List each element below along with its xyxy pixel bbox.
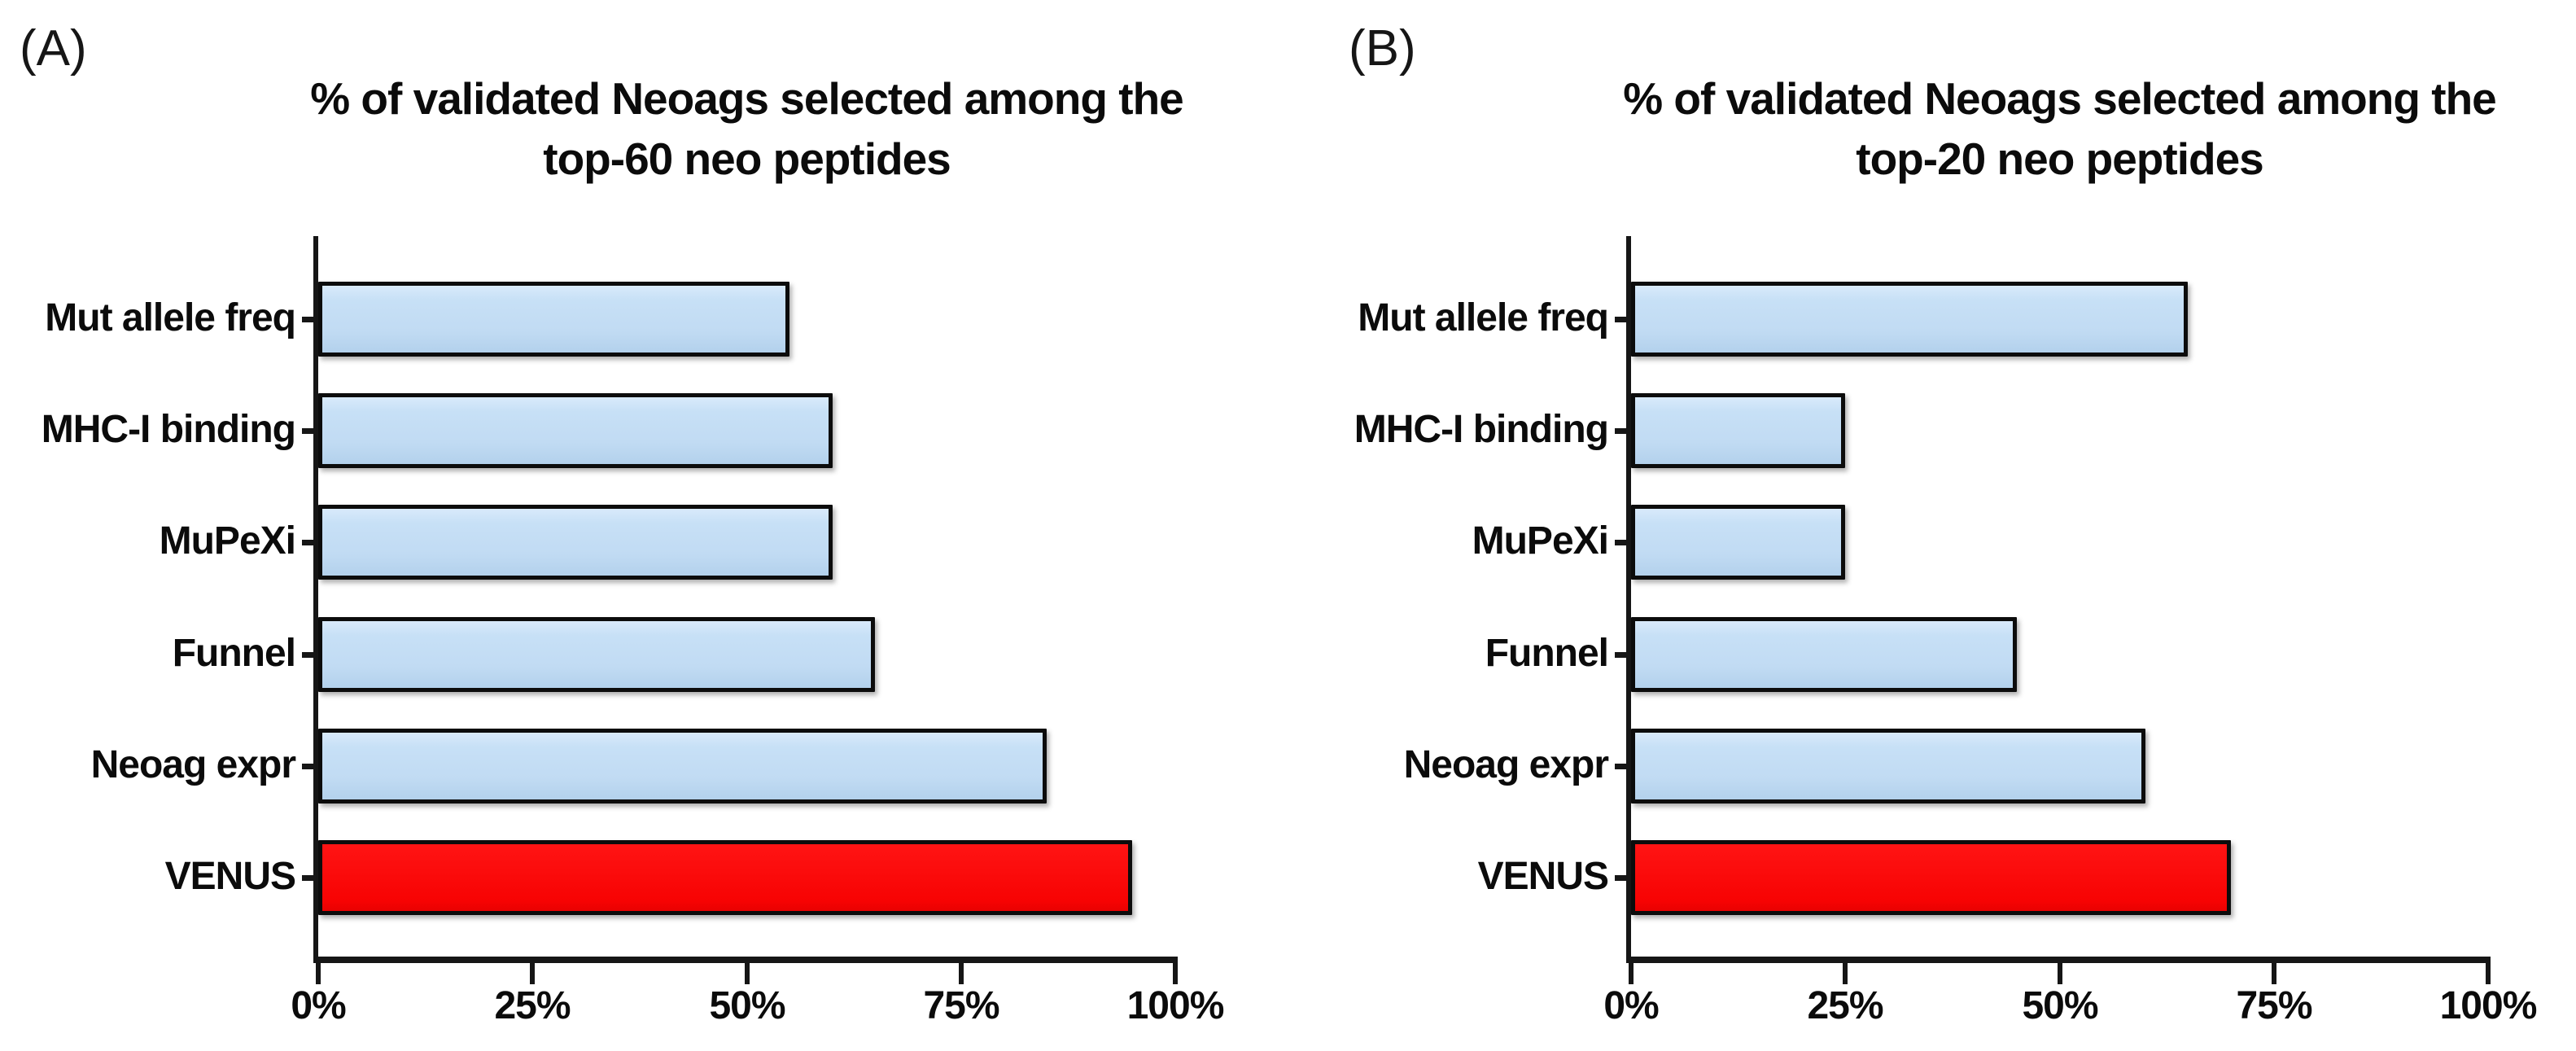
- panel-label-A: (A): [20, 20, 87, 77]
- x-axis-line: [313, 957, 1178, 963]
- x-axis-tick-label: 75%: [923, 984, 999, 1027]
- y-axis-line: [313, 236, 318, 963]
- bar-funnel: [1631, 617, 2017, 692]
- bar-mhc-i-binding: [1631, 393, 1845, 468]
- plot-area-A: Mut allele freq MHC-I binding MuPeXi Funnel…: [41, 236, 1225, 1027]
- category-label-mut-allele-freq: Mut allele freq: [45, 296, 296, 339]
- bar-venus: [318, 840, 1132, 915]
- category-label-neoag-expr: Neoag expr: [1403, 743, 1609, 786]
- bar-funnel: [318, 617, 875, 692]
- bar-mut-allele-freq: [1631, 282, 2188, 357]
- bar-mut-allele-freq: [318, 282, 789, 357]
- category-label-neoag-expr: Neoag expr: [90, 743, 296, 786]
- chart-title-B: % of validated Neoags selected among the…: [1501, 68, 2576, 189]
- x-axis-tick-label: 25%: [494, 984, 571, 1027]
- x-axis-tick-mark: [2486, 963, 2491, 984]
- x-axis-tick-mark: [959, 963, 964, 984]
- x-axis-line: [1626, 957, 2491, 963]
- x-axis-tick-label: 0%: [1603, 984, 1659, 1027]
- category-label-funnel: Funnel: [1485, 632, 1609, 675]
- panel-B: (B) % of validated Neoags selected among…: [1288, 0, 2576, 1051]
- x-axis-tick-label: 100%: [2439, 984, 2538, 1027]
- category-tick-mark: [302, 875, 313, 881]
- chart-title-A: % of validated Neoags selected among the…: [188, 68, 1305, 189]
- x-axis-tick-mark: [745, 963, 750, 984]
- bar-mhc-i-binding: [318, 393, 833, 468]
- category-label-venus: VENUS: [164, 855, 296, 898]
- chart-title-B-line2: top-20 neo peptides: [1856, 134, 2264, 184]
- category-tick-mark: [302, 652, 313, 658]
- category-tick-mark: [302, 317, 313, 322]
- x-axis-tick-mark: [530, 963, 535, 984]
- category-tick-mark: [1615, 875, 1626, 881]
- category-label-mupexi: MuPeXi: [159, 519, 296, 563]
- category-label-mhc-i-binding: MHC-I binding: [41, 408, 296, 451]
- bar-venus: [1631, 840, 2231, 915]
- category-tick-mark: [302, 540, 313, 545]
- x-axis-tick-mark: [1173, 963, 1178, 984]
- panel-label-B: (B): [1349, 20, 1416, 77]
- chart-title-B-line1: % of validated Neoags selected among the: [1623, 73, 2497, 124]
- category-label-funnel: Funnel: [172, 632, 296, 675]
- bar-mupexi: [1631, 505, 1845, 580]
- category-label-mut-allele-freq: Mut allele freq: [1358, 296, 1609, 339]
- x-axis-tick-label: 100%: [1126, 984, 1225, 1027]
- category-tick-mark: [1615, 317, 1626, 322]
- x-axis-tick-mark: [2058, 963, 2062, 984]
- category-tick-mark: [1615, 652, 1626, 658]
- x-axis-tick-mark: [1843, 963, 1848, 984]
- x-axis-tick-mark: [2272, 963, 2276, 984]
- chart-title-A-line2: top-60 neo peptides: [543, 134, 951, 184]
- category-label-venus: VENUS: [1477, 855, 1609, 898]
- panel-A: (A) % of validated Neoags selected among…: [20, 20, 1225, 1027]
- category-tick-mark: [1615, 764, 1626, 769]
- category-tick-mark: [302, 764, 313, 769]
- x-axis-tick-label: 50%: [2022, 984, 2098, 1027]
- category-tick-mark: [302, 428, 313, 434]
- category-tick-mark: [1615, 428, 1626, 434]
- category-label-mhc-i-binding: MHC-I binding: [1354, 408, 1609, 451]
- chart-title-A-line1: % of validated Neoags selected among the: [310, 73, 1184, 124]
- x-axis-tick-label: 50%: [709, 984, 785, 1027]
- plot-area-B: Mut allele freq MHC-I binding MuPeXi Funnel…: [1288, 0, 2576, 1051]
- category-tick-mark: [1615, 540, 1626, 545]
- y-axis-line: [1626, 236, 1631, 963]
- category-label-mupexi: MuPeXi: [1472, 519, 1609, 563]
- bar-mupexi: [318, 505, 833, 580]
- x-axis-tick-label: 75%: [2236, 984, 2312, 1027]
- bar-neoag-expr: [1631, 729, 2145, 804]
- x-axis-tick-label: 0%: [291, 984, 346, 1027]
- x-axis-tick-mark: [1629, 963, 1634, 984]
- x-axis-tick-mark: [316, 963, 321, 984]
- x-axis-tick-label: 25%: [1807, 984, 1883, 1027]
- bar-neoag-expr: [318, 729, 1047, 804]
